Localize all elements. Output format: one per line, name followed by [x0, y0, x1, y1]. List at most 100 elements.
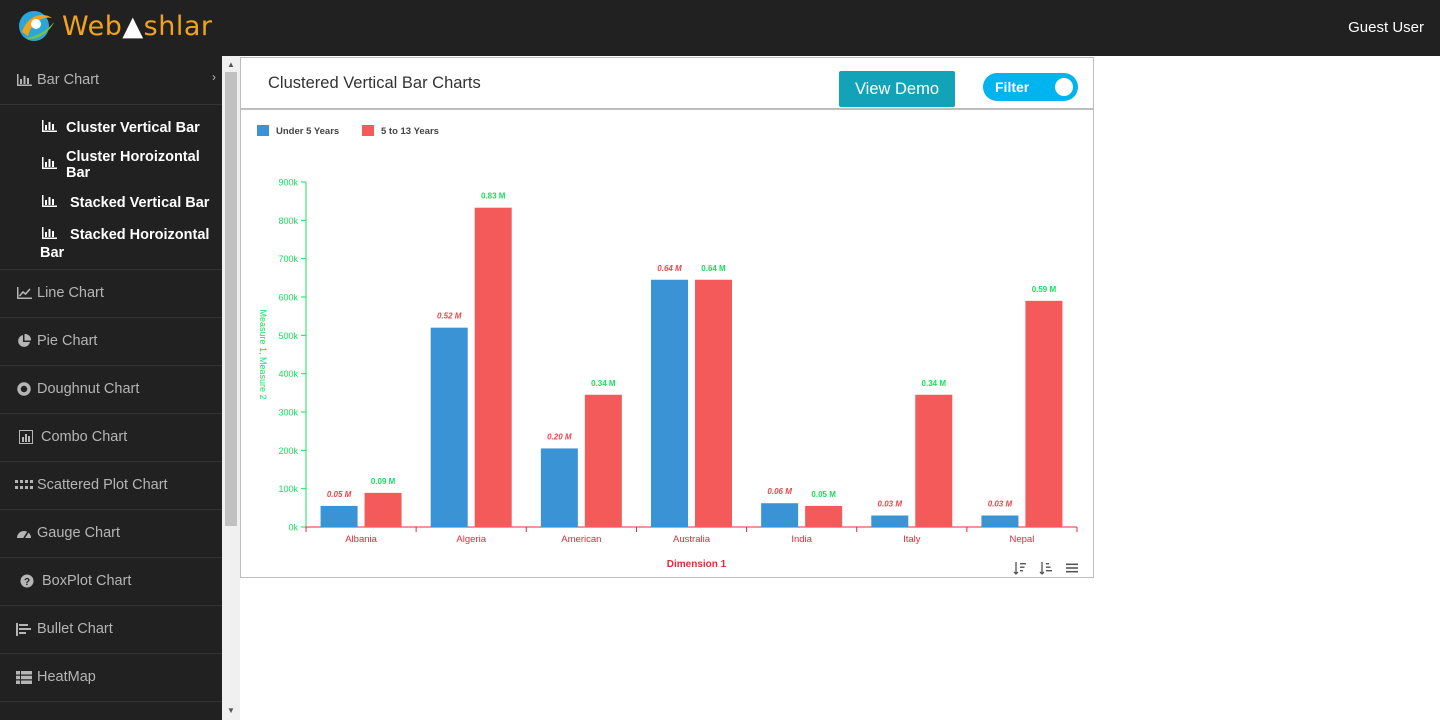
data-label: 0.20 M	[547, 432, 572, 441]
sidebar-item-scatter-chart[interactable]: Scattered Plot Chart	[0, 462, 222, 510]
sidebar-item-line-chart[interactable]: Line Chart	[0, 270, 222, 318]
user-name[interactable]: Guest User	[1348, 19, 1424, 36]
sidebar: Bar Chart › Cluster Vertical Bar Cluster…	[0, 56, 222, 720]
legend-swatch	[257, 125, 269, 136]
y-tick-label: 800k	[278, 216, 298, 226]
y-tick-label: 900k	[278, 178, 298, 188]
sidebar-item-heatmap[interactable]: HeatMap	[0, 654, 222, 702]
legend-label: Under 5 Years	[276, 126, 339, 137]
sidebar-subitem-label-cont: Bar	[40, 244, 65, 261]
scrollbar-thumb[interactable]	[225, 72, 237, 526]
y-tick-label: 100k	[278, 484, 298, 494]
bar-under-5	[320, 505, 358, 527]
y-tick-label: 300k	[278, 408, 298, 418]
sidebar-item-gauge-chart[interactable]: Gauge Chart	[0, 510, 222, 558]
line-chart-icon	[15, 286, 33, 300]
pie-chart-icon	[15, 334, 33, 348]
bar-5-to-13	[915, 394, 953, 527]
sidebar-item-doughnut-chart[interactable]: Doughnut Chart	[0, 366, 222, 414]
bar-chart-icon	[15, 73, 33, 87]
legend-label: 5 to 13 Years	[381, 126, 439, 137]
sidebar-scrollbar[interactable]: ▲ ▼	[222, 56, 240, 720]
bar-5-to-13	[474, 207, 512, 527]
data-label: 0.03 M	[878, 500, 903, 509]
scroll-down-arrow-icon[interactable]: ▼	[227, 706, 235, 715]
x-tick-label: Algeria	[456, 534, 486, 545]
bar-under-5	[430, 327, 468, 527]
sidebar-subitem-cluster-vertical-bar[interactable]: Cluster Vertical Bar	[0, 109, 222, 147]
sidebar-item-boxplot-chart[interactable]: ? BoxPlot Chart	[0, 558, 222, 606]
card-title: Clustered Vertical Bar Charts	[268, 74, 481, 92]
data-label: 0.64 M	[701, 264, 726, 273]
logo-icon	[19, 11, 54, 41]
sidebar-item-bullet-chart[interactable]: Bullet Chart	[0, 606, 222, 654]
x-tick-label: Nepal	[1010, 534, 1035, 545]
bullet-list-icon	[15, 622, 33, 636]
bar-under-5	[651, 279, 688, 527]
scatter-chart-icon	[15, 478, 33, 492]
data-label: 0.05 M	[811, 490, 836, 499]
sidebar-item-label: Bullet Chart	[37, 621, 113, 638]
sidebar-subitem-stacked-vertical-bar[interactable]: Stacked Vertical Bar	[0, 184, 222, 222]
bar-under-5	[540, 448, 578, 527]
sidebar-subitem-cluster-horizontal-bar[interactable]: Cluster Horoizontal Bar	[0, 147, 222, 185]
sidebar-item-label: Doughnut Chart	[37, 381, 140, 398]
bar-5-to-13	[695, 279, 732, 527]
bar-under-5	[871, 515, 909, 527]
sidebar-item-label: BoxPlot Chart	[42, 573, 132, 590]
doughnut-chart-icon	[15, 382, 33, 396]
data-label: 0.03 M	[988, 500, 1013, 509]
filter-toggle-label: Filter	[995, 79, 1030, 95]
sidebar-item-label: Line Chart	[37, 285, 104, 302]
gauge-chart-icon	[15, 526, 33, 540]
sidebar-item-label: HeatMap	[37, 669, 96, 686]
sidebar-item-bar-chart[interactable]: Bar Chart ›	[0, 56, 222, 105]
sidebar-item-combo-chart[interactable]: Combo Chart	[0, 414, 222, 462]
bar-under-5	[981, 515, 1019, 527]
y-tick-label: 200k	[278, 446, 298, 456]
sidebar-item-label: Combo Chart	[41, 429, 128, 446]
y-tick-label: 400k	[278, 369, 298, 379]
bar-chart-icon	[40, 226, 58, 244]
sidebar-item-label: Scattered Plot Chart	[37, 477, 168, 494]
scroll-up-arrow-icon[interactable]: ▲	[227, 60, 235, 69]
bar-chart-icon	[40, 157, 58, 173]
data-label: 0.09 M	[371, 477, 396, 486]
data-label: 0.83 M	[481, 192, 506, 201]
logo-a-glyph: ▲	[122, 10, 144, 42]
y-tick-label: 600k	[278, 293, 298, 303]
sidebar-item-label: Bar Chart	[37, 72, 100, 88]
data-label: 0.64 M	[657, 264, 682, 273]
chevron-right-icon: ›	[212, 70, 216, 84]
brand-logo[interactable]: Web▲shlar	[14, 6, 212, 46]
bar-5-to-13	[364, 492, 402, 527]
bar-5-to-13	[1025, 300, 1063, 527]
table-grid-icon	[15, 670, 33, 684]
data-label: 0.34 M	[922, 379, 947, 388]
sidebar-subitem-label: Stacked Vertical Bar	[70, 194, 210, 211]
view-demo-button[interactable]: View Demo	[839, 71, 955, 107]
bar-5-to-13	[805, 505, 843, 527]
sort-descending-icon[interactable]	[1013, 561, 1027, 575]
data-label: 0.52 M	[437, 312, 462, 321]
svg-text:?: ?	[24, 577, 30, 588]
filter-toggle[interactable]: Filter	[983, 73, 1078, 101]
x-tick-label: Australia	[673, 534, 711, 545]
sidebar-item-pie-chart[interactable]: Pie Chart	[0, 318, 222, 366]
data-label: 0.06 M	[767, 487, 792, 496]
bar-chart-icon	[40, 119, 58, 136]
sidebar-item-label: Gauge Chart	[37, 525, 121, 542]
sidebar-subitem-label: Stacked Horoizontal	[70, 226, 210, 243]
combo-chart-icon	[17, 430, 35, 445]
chart-card: Clustered Vertical Bar Charts View Demo …	[240, 57, 1094, 578]
x-tick-label: Italy	[903, 534, 921, 545]
sort-ascending-icon[interactable]	[1039, 561, 1053, 575]
sidebar-subitem-stacked-horizontal-bar[interactable]: Stacked Horoizontal Bar	[0, 222, 222, 266]
x-tick-label: India	[791, 534, 812, 545]
sidebar-subitem-label: Cluster Horoizontal Bar	[66, 149, 200, 182]
menu-icon[interactable]	[1065, 561, 1079, 575]
data-label: 0.05 M	[327, 490, 352, 499]
question-circle-icon: ?	[18, 574, 36, 588]
y-tick-label: 0k	[288, 523, 298, 533]
bar-5-to-13	[584, 394, 622, 527]
